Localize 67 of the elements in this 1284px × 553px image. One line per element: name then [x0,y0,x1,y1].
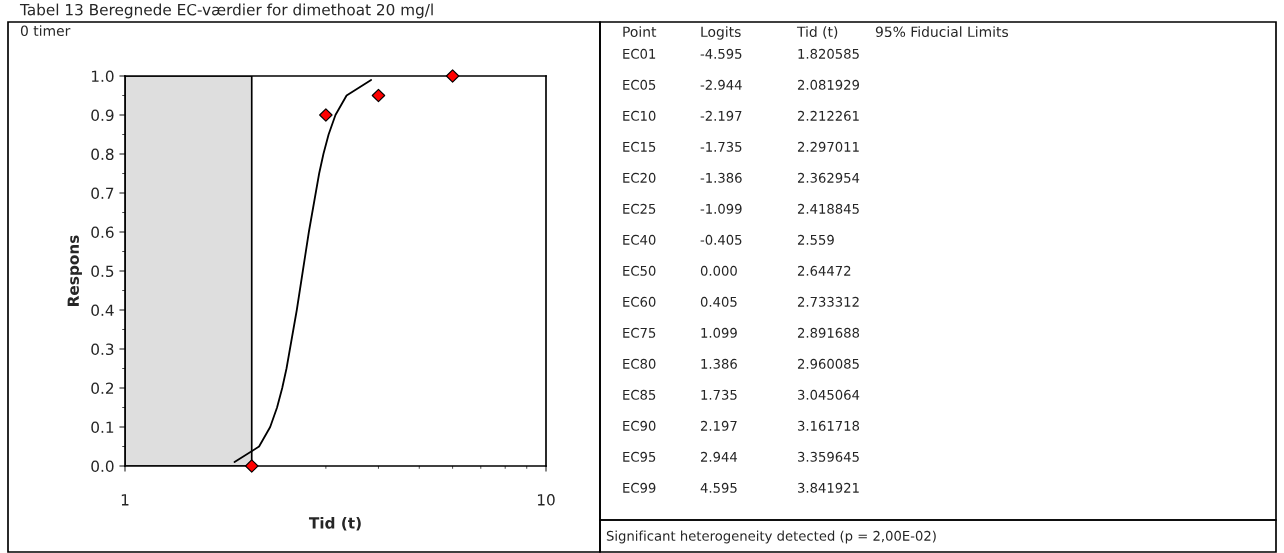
text: 1.735 [701,389,737,400]
category-label: EC15 [623,141,656,152]
category-label: 95% Fiducial Limits [875,26,1009,38]
y-tick-label: 0.3 [91,343,114,356]
x-axis-title: Tid (t) [308,516,361,531]
category-label: EC25 [623,203,656,214]
category-label: EC05 [623,79,656,90]
text: -4.595 [700,48,742,59]
text: 1.820585 [798,48,859,59]
category-label: EC20 [623,172,656,183]
category-label: EC95 [623,451,656,462]
text: 2.944 [700,451,738,462]
y-tick-label: 0.4 [91,304,114,317]
category-label: Point [623,26,657,38]
category-label: EC01 [623,48,656,59]
category-label: EC80 [623,358,656,369]
x-tick-label: 10 [537,494,555,506]
category-label: EC99 [623,482,656,493]
category-label: EC60 [623,296,656,307]
text: 2.212261 [797,110,859,121]
category-label: EC50 [623,265,656,276]
text: -1.386 [700,172,742,183]
chart-title: Tabel 13 Beregnede EC-værdier for dimethoat 20 mg/l [19,3,433,19]
text: 2.297011 [797,141,859,152]
text: -1.099 [700,203,742,214]
y-tick-label: 0.2 [91,382,114,395]
category-label: EC90 [623,420,656,431]
y-tick-label: 0.0 [91,460,114,473]
y-tick-label: 0.6 [91,226,114,239]
category-label: EC40 [623,234,656,245]
y-tick-label: 0.1 [91,421,114,434]
text: -2.197 [700,110,742,121]
text: 2.960085 [797,358,859,369]
text: -0.405 [700,234,742,245]
text: 2.733312 [797,296,859,307]
category-label: EC85 [623,389,656,400]
chart-subtitle: 0 timer [20,25,71,37]
text: 4.595 [700,482,737,493]
category-label: Logits [701,26,741,40]
text: Significant heterogeneity detected (p = 2,00E-02) [606,530,936,544]
text: 2.418845 [797,203,859,214]
text: -1.735 [700,141,742,152]
text: 0.000 [700,265,737,276]
category-label: EC10 [623,110,656,121]
text: 1.099 [701,327,737,338]
y-tick-label: 0.8 [91,148,114,161]
text: 3.359645 [798,451,859,462]
text: 3.841921 [798,482,859,493]
text: -2.944 [700,79,742,90]
text: 1.386 [701,358,737,369]
y-tick-label: 0.5 [91,265,114,278]
text: 2.197 [700,420,737,431]
text: 3.045064 [798,389,860,400]
text: 2.559 [797,234,834,245]
y-axis-title: Respons [67,235,82,306]
text: 2.362954 [797,172,860,183]
text: 3.161718 [798,420,860,431]
text: 0.405 [700,296,737,307]
y-tick-label: 0.7 [91,187,114,200]
x-tick-label: 1 [121,494,129,506]
y-tick-label: 0.9 [91,109,114,122]
text: 2.081929 [797,79,860,90]
category-label: EC75 [623,327,656,338]
category-label: Tid (t) [796,26,838,39]
text: 2.64472 [797,265,851,276]
y-tick-label: 1.0 [91,70,114,83]
text: 2.891688 [797,327,860,338]
